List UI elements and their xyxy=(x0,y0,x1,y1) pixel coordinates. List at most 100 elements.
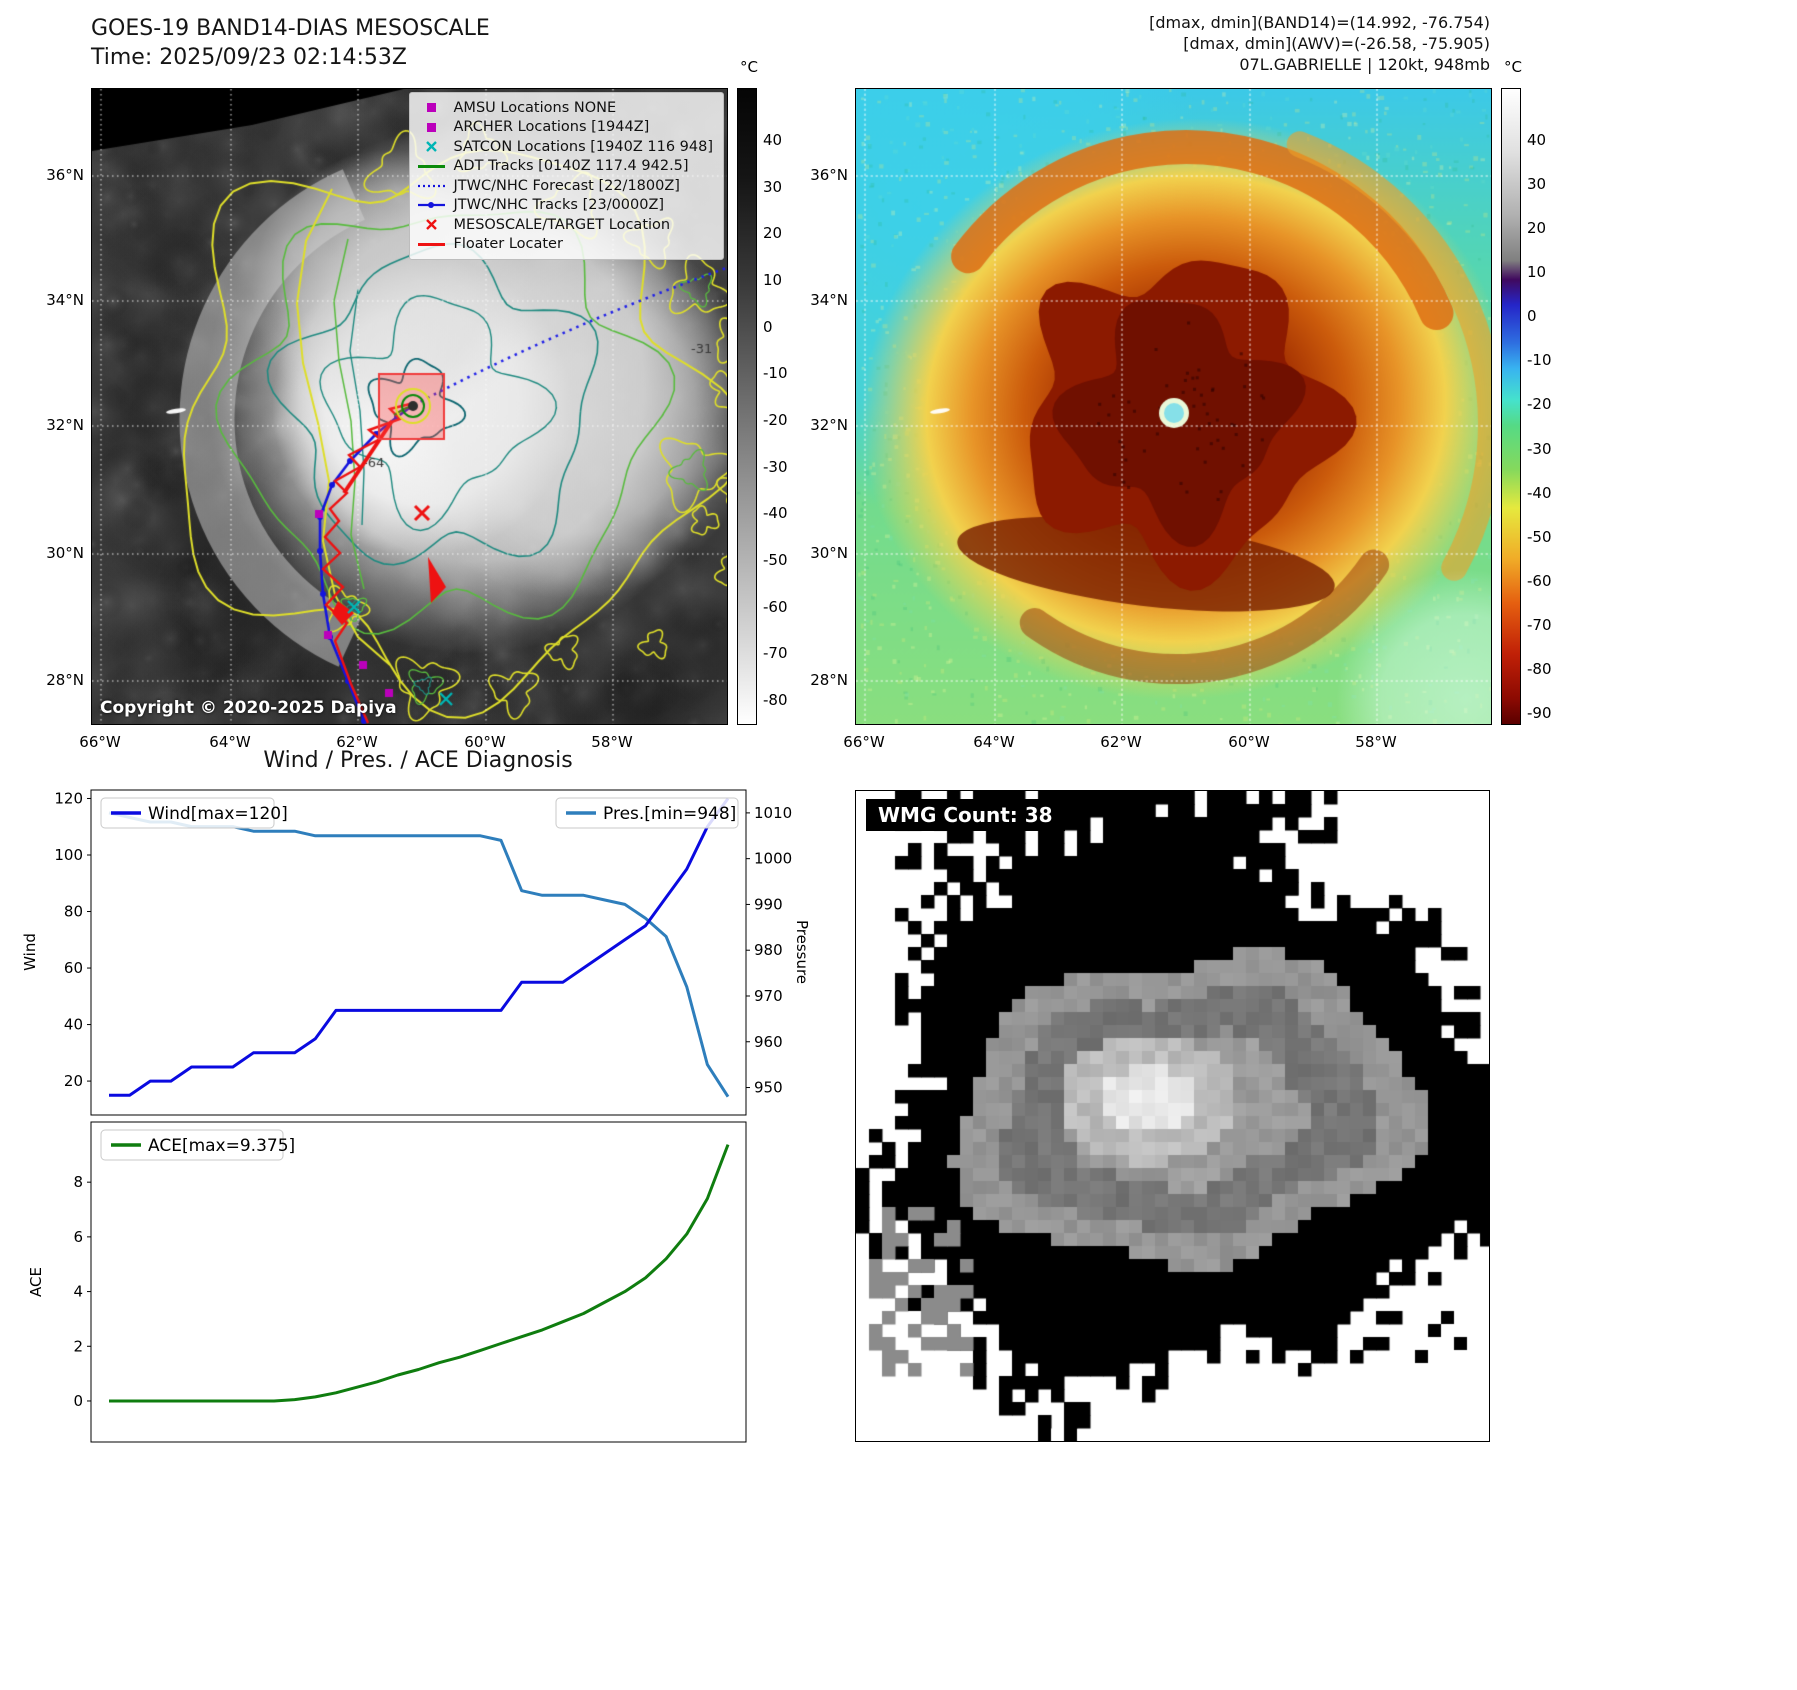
colorbar2-tick-label: -80 xyxy=(1527,659,1552,678)
legend-item: MESOSCALE/TARGET Location xyxy=(414,215,713,235)
lat-tick-label: 34°N xyxy=(810,291,848,309)
colorbar1-tick-label: -60 xyxy=(763,597,788,616)
copyright-watermark: Copyright © 2020-2025 Dapiya xyxy=(100,698,397,718)
colorbar2-tick-label: 20 xyxy=(1527,219,1547,238)
ace-axis-label: ACE xyxy=(27,1267,45,1297)
colorbar-enhanced xyxy=(1501,88,1521,725)
pressure-legend-label: Pres.[min=948] xyxy=(603,804,736,824)
lon-tick-label: 62°W xyxy=(336,733,378,751)
legend-item-label: MESOSCALE/TARGET Location xyxy=(453,216,671,233)
colorbar2-tick-label: 0 xyxy=(1527,307,1537,326)
pressure-tick-label: 990 xyxy=(754,895,783,913)
colorbar2-tick-label: 30 xyxy=(1527,175,1547,194)
colorbar1-tick-label: -20 xyxy=(763,411,788,430)
legend-item: ARCHER Locations [1944Z] xyxy=(414,118,713,138)
ace-tick-label: 8 xyxy=(73,1173,83,1191)
legend-item: SATCON Locations [1940Z 116 948] xyxy=(414,137,713,157)
panel1-timestamp: Time: 2025/09/23 02:14:53Z xyxy=(91,45,407,70)
colorbar2-tick-label: -90 xyxy=(1527,704,1552,723)
colorbar2-tick-label: -50 xyxy=(1527,527,1552,546)
colorbar2-unit-label: °C xyxy=(1504,58,1522,76)
ace-legend-box xyxy=(100,1129,284,1161)
ace-tick-label: 2 xyxy=(73,1337,83,1355)
lat-tick-label: 32°N xyxy=(46,416,84,434)
wind-tick-label: 20 xyxy=(64,1072,83,1090)
wind-legend-box xyxy=(100,797,275,829)
legend-item-label: JTWC/NHC Tracks [23/0000Z] xyxy=(453,197,665,214)
chart-frame xyxy=(90,789,747,1116)
lon-tick-label: 60°W xyxy=(464,733,506,751)
colorbar1-tick-label: -10 xyxy=(763,364,788,383)
x-marker-icon xyxy=(414,218,450,231)
wmg-count-label: WMG Count: 38 xyxy=(866,799,1065,831)
dotted-line-marker-icon xyxy=(414,183,450,189)
legend-item-label: ADT Tracks [0140Z 117.4 942.5] xyxy=(453,158,689,175)
diagnosis-title: Wind / Pres. / ACE Diagnosis xyxy=(263,748,573,773)
colorbar2-tick-label: -40 xyxy=(1527,483,1552,502)
square-marker-icon xyxy=(414,122,450,132)
legend-item: AMSU Locations NONE xyxy=(414,98,713,118)
wind-tick-label: 80 xyxy=(64,903,83,921)
lon-tick-label: 64°W xyxy=(209,733,251,751)
ace-line xyxy=(109,1144,730,1403)
x-marker-icon xyxy=(414,140,450,153)
pressure-axis-label: Pressure xyxy=(793,919,811,985)
wind-tick-label: 120 xyxy=(54,789,83,807)
square-marker-icon xyxy=(414,103,450,113)
band14-minmax-label: [dmax, dmin](BAND14)=(14.992, -76.754) xyxy=(1149,13,1490,32)
legend-item: JTWC/NHC Forecast [22/1800Z] xyxy=(414,176,713,196)
enhanced-ir-map xyxy=(855,88,1492,725)
pressure-tick-label: 1000 xyxy=(754,850,792,868)
lon-tick-label: 60°W xyxy=(1228,733,1270,751)
colorbar1-tick-label: -30 xyxy=(763,457,788,476)
lat-tick-label: 28°N xyxy=(46,671,84,689)
lat-tick-label: 36°N xyxy=(46,166,84,184)
colorbar1-tick-label: -80 xyxy=(763,691,788,710)
lat-tick-label: 34°N xyxy=(46,291,84,309)
wmg-box: WMG Count: 38 xyxy=(855,790,1490,1442)
legend-item-label: SATCON Locations [1940Z 116 948] xyxy=(453,138,713,155)
colorbar1-tick-label: -40 xyxy=(763,504,788,523)
pressure-tick-label: 950 xyxy=(754,1079,783,1097)
colorbar1-tick-label: 30 xyxy=(763,177,783,196)
ace-tick-label: 4 xyxy=(73,1283,83,1301)
wind-legend-label: Wind[max=120] xyxy=(148,804,288,824)
colorbar-grayscale xyxy=(737,88,757,725)
wind-axis-label: Wind xyxy=(21,933,39,971)
line-marker-icon xyxy=(414,164,450,168)
lon-tick-label: 66°W xyxy=(79,733,121,751)
ace-tick-label: 6 xyxy=(73,1228,83,1246)
line-marker-icon xyxy=(414,242,450,246)
enhanced-ir-satellite-image xyxy=(856,89,1491,724)
legend-item-label: Floater Locater xyxy=(453,236,563,253)
ace-chart: 0 2 4 6 8 ACE[max=9.375] xyxy=(73,1121,747,1443)
line-dot-marker-icon xyxy=(414,200,450,210)
lat-tick-label: 30°N xyxy=(46,544,84,562)
legend-item: JTWC/NHC Tracks [23/0000Z] xyxy=(414,196,713,216)
colorbar2-tick-label: -20 xyxy=(1527,395,1552,414)
colorbar1-tick-label: 20 xyxy=(763,224,783,243)
chart-frame xyxy=(90,1121,747,1443)
colorbar1-tick-label: 0 xyxy=(763,317,773,336)
lon-tick-label: 66°W xyxy=(843,733,885,751)
pressure-tick-label: 960 xyxy=(754,1033,783,1051)
pressure-legend-box xyxy=(555,797,739,829)
colorbar2-tick-label: 40 xyxy=(1527,131,1547,149)
colorbar2-tick-label: -30 xyxy=(1527,439,1552,458)
colorbar1-tick-label: -70 xyxy=(763,644,788,663)
wind-tick-label: 40 xyxy=(64,1016,83,1034)
pressure-tick-label: 1010 xyxy=(754,804,792,822)
lat-tick-label: 36°N xyxy=(810,166,848,184)
ace-legend-label: ACE[max=9.375] xyxy=(148,1136,295,1156)
wmg-pixel-image xyxy=(856,791,1489,1441)
colorbar1-tick-label: 10 xyxy=(763,271,783,289)
lon-tick-label: 58°W xyxy=(1355,733,1397,751)
legend-item: ADT Tracks [0140Z 117.4 942.5] xyxy=(414,157,713,177)
legend-item-label: JTWC/NHC Forecast [22/1800Z] xyxy=(453,177,680,194)
colorbar1-tick-label: 40 xyxy=(763,131,783,149)
colorbar1-unit-label: °C xyxy=(740,58,758,76)
colorbar1-tick-label: -50 xyxy=(763,551,788,570)
pressure-tick-label: 980 xyxy=(754,941,783,959)
ace-tick-label: 0 xyxy=(73,1392,83,1410)
